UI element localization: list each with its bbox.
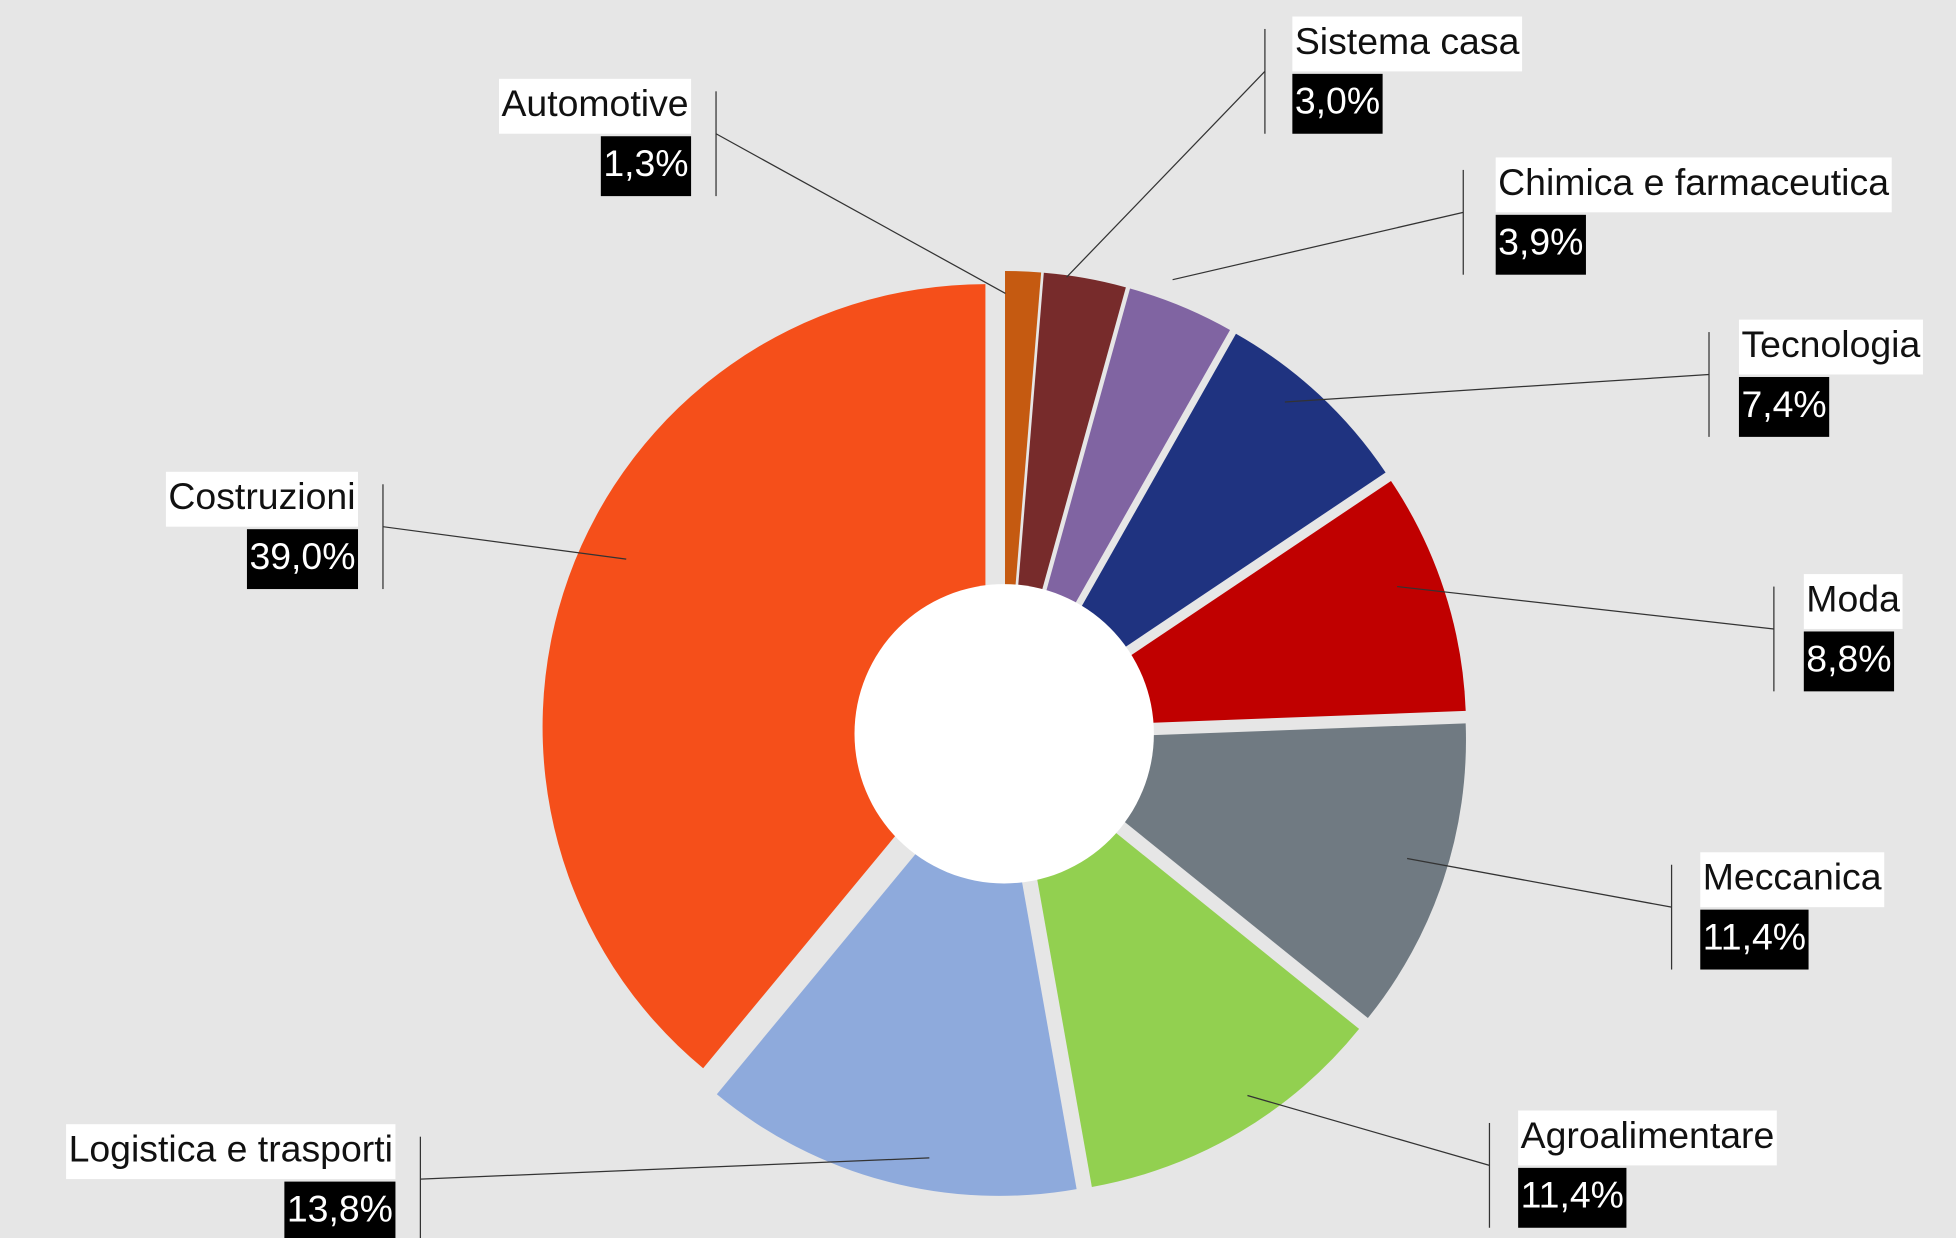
value-label-bg [600,136,692,197]
value-label: 3,0% [1295,80,1380,122]
category-label-bg [1292,16,1523,72]
category-label: Costruzioni [168,475,355,517]
donut-hole [854,584,1154,884]
slice [1042,333,1386,692]
category-label: Moda [1806,577,1900,619]
slice [1005,270,1042,665]
value-label: 11,4% [1521,1174,1624,1216]
value-label-bg [1495,214,1586,275]
category-label-bg [1738,319,1923,375]
value-label-bg [1803,631,1895,692]
category-label-bg [66,1124,396,1180]
value-label: 7,4% [1741,383,1826,425]
value-label-bg [284,1181,396,1238]
leader-line [382,526,627,560]
category-label-bg [1495,157,1892,213]
value-label: 39,0% [249,535,355,577]
category-label: Chimica e farmaceutica [1498,161,1889,203]
category-label-bg [165,471,359,527]
value-label: 13,8% [287,1187,393,1229]
category-label: Agroalimentare [1521,1114,1775,1156]
leader-line [1284,373,1710,403]
category-label-bg [498,78,692,134]
category-label: Tecnologia [1741,323,1920,365]
value-label-bg [246,529,359,590]
value-label-bg [1738,376,1830,437]
category-label: Logistica e trasporti [69,1128,393,1170]
category-label: Automotive [501,82,688,124]
leader-line [1066,70,1266,278]
category-label: Meccanica [1703,856,1882,898]
leader-line [1397,585,1774,630]
slice [542,284,986,1069]
leader-line [715,133,1006,294]
slice [1025,288,1231,672]
slice [1061,723,1466,1019]
slice [716,791,1077,1196]
value-label: 1,3% [603,142,688,184]
value-label-bg [1700,909,1809,970]
category-label-bg [1518,1110,1777,1166]
value-label: 11,4% [1703,915,1806,957]
slice [1023,782,1360,1187]
category-label: Sistema casa [1295,20,1520,62]
value-label-bg [1518,1167,1627,1228]
slice [1064,480,1466,726]
leader-line [1247,1094,1490,1166]
leader-line [420,1157,930,1180]
value-label: 8,8% [1806,637,1891,679]
category-label-bg [1700,852,1885,908]
slice [1011,272,1126,667]
value-label-bg [1292,73,1383,134]
category-label-bg [1803,574,1903,629]
leader-line [1172,211,1464,281]
value-label: 3,9% [1498,221,1583,263]
leader-line [1407,857,1672,908]
